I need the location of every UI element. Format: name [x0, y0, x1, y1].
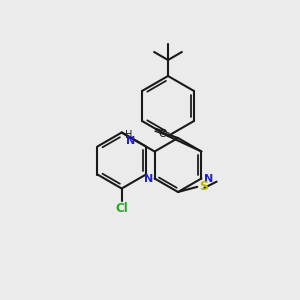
Text: Cl: Cl: [115, 202, 128, 215]
Text: N: N: [126, 136, 135, 146]
Text: N: N: [204, 173, 214, 184]
Text: N: N: [144, 175, 154, 184]
Text: S: S: [199, 180, 208, 193]
Text: H: H: [124, 130, 132, 140]
Text: C: C: [158, 129, 166, 139]
